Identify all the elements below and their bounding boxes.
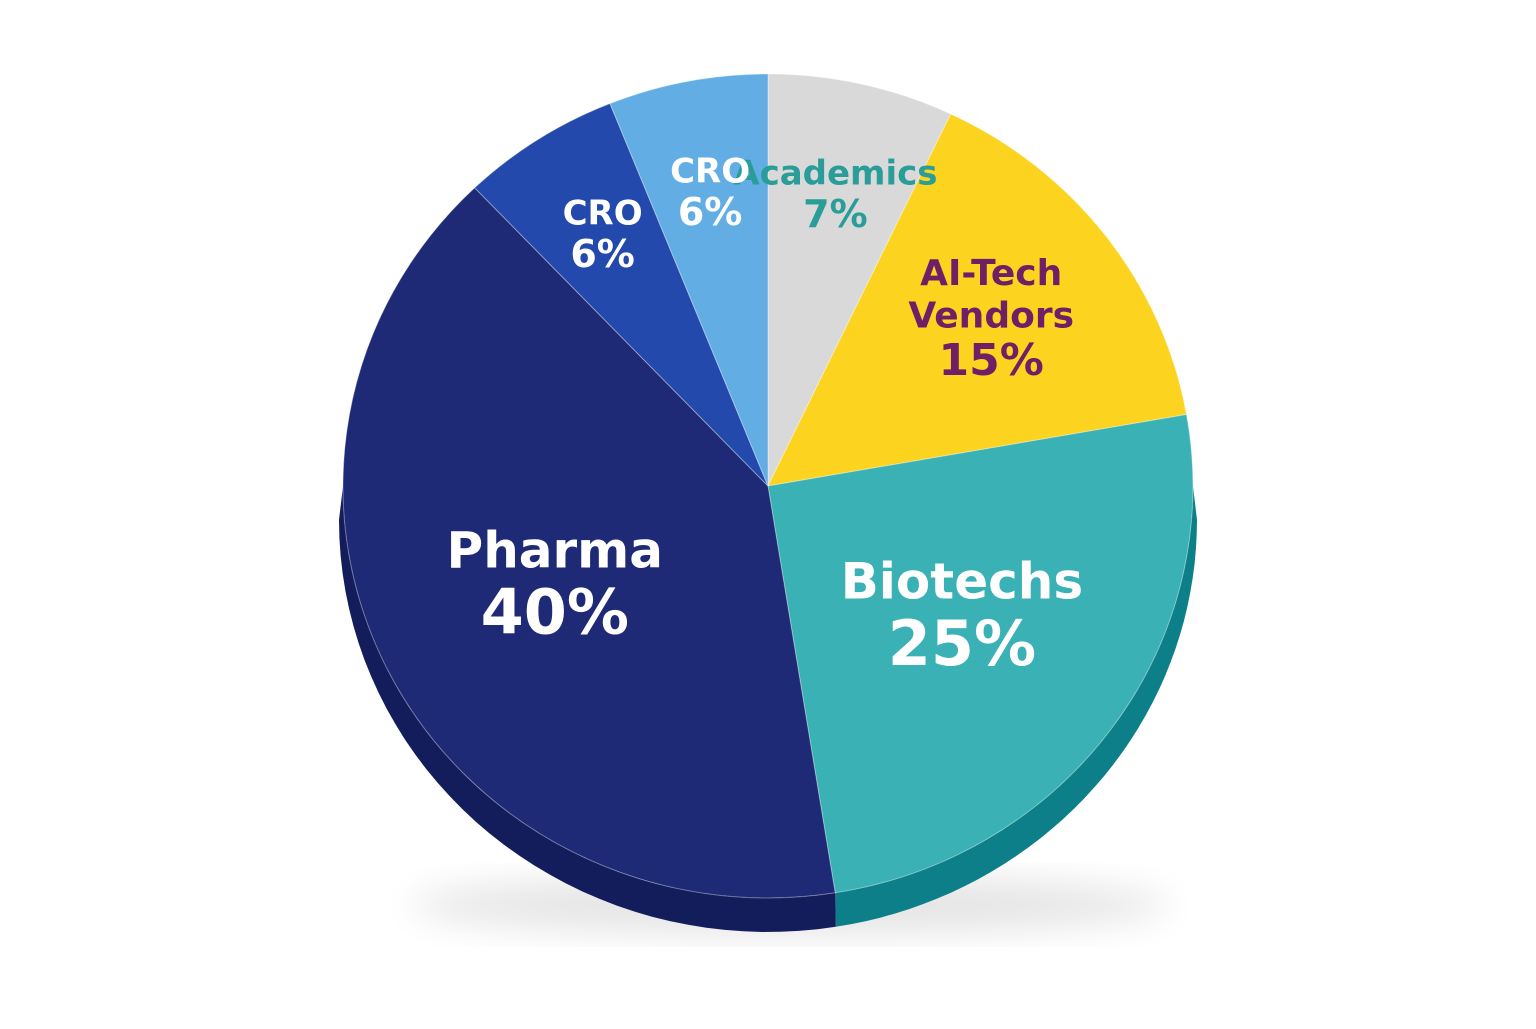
slice-value-1: 7% (803, 192, 868, 236)
pie-slice-6 (609, 73, 769, 487)
pie-slice-3 (767, 413, 1194, 894)
slice-label-6: CRO (670, 152, 750, 192)
pie-slice-2 (767, 113, 1188, 487)
slice-value-5: 6% (570, 232, 635, 276)
slice-label-2-line-1: AI-Tech (920, 253, 1062, 294)
pie-slice-5 (473, 102, 769, 487)
slice-value-3: 25% (888, 607, 1036, 680)
pie-slice-4 (342, 187, 836, 899)
slice-label-2-line-2: Vendors (908, 296, 1074, 337)
slice-value-6: 6% (678, 190, 743, 234)
slice-label-1: Academics (733, 154, 937, 194)
slice-label-4: Pharma (447, 521, 663, 579)
slice-value-4: 40% (481, 576, 629, 649)
pie-extrusion (339, 486, 1197, 932)
slice-label-5: CRO (563, 193, 643, 233)
pie-slice-side-3 (835, 486, 1197, 927)
pie-slices (342, 73, 1194, 899)
slice-value-2: 15% (939, 335, 1044, 386)
pie-slice-1 (767, 73, 952, 487)
slice-label-3: Biotechs (841, 553, 1083, 611)
